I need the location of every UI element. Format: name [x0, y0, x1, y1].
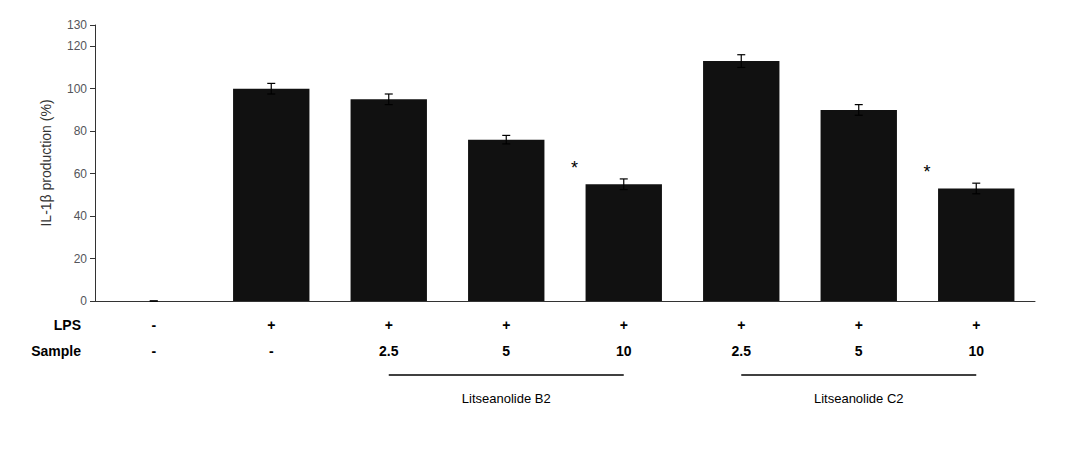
svg-text:Litseanolide C2: Litseanolide C2 [814, 391, 904, 406]
svg-text:20: 20 [74, 252, 88, 266]
svg-text:60: 60 [74, 167, 88, 181]
svg-text:IL-1β production (%): IL-1β production (%) [38, 99, 54, 226]
svg-text:+: + [972, 317, 980, 333]
svg-text:+: + [502, 317, 510, 333]
svg-text:+: + [385, 317, 393, 333]
svg-text:80: 80 [74, 124, 88, 138]
svg-text:0: 0 [80, 294, 87, 308]
svg-text:2.5: 2.5 [379, 343, 399, 359]
svg-text:5: 5 [502, 343, 510, 359]
svg-text:Litseanolide B2: Litseanolide B2 [462, 391, 551, 406]
svg-text:Sample: Sample [31, 343, 81, 359]
svg-text:120: 120 [67, 39, 87, 53]
svg-text:*: * [923, 162, 930, 182]
svg-text:+: + [267, 317, 275, 333]
svg-text:2.5: 2.5 [732, 343, 752, 359]
svg-text:LPS: LPS [54, 317, 81, 333]
svg-text:-: - [151, 317, 156, 333]
svg-text:100: 100 [67, 82, 87, 96]
svg-text:5: 5 [855, 343, 863, 359]
svg-text:10: 10 [968, 343, 984, 359]
svg-text:-: - [151, 343, 156, 359]
svg-text:+: + [620, 317, 628, 333]
svg-text:40: 40 [74, 209, 88, 223]
svg-text:+: + [737, 317, 745, 333]
svg-text:-: - [269, 343, 274, 359]
svg-text:10: 10 [616, 343, 632, 359]
svg-text:130: 130 [67, 18, 87, 32]
svg-text:*: * [571, 158, 578, 178]
svg-text:+: + [855, 317, 863, 333]
